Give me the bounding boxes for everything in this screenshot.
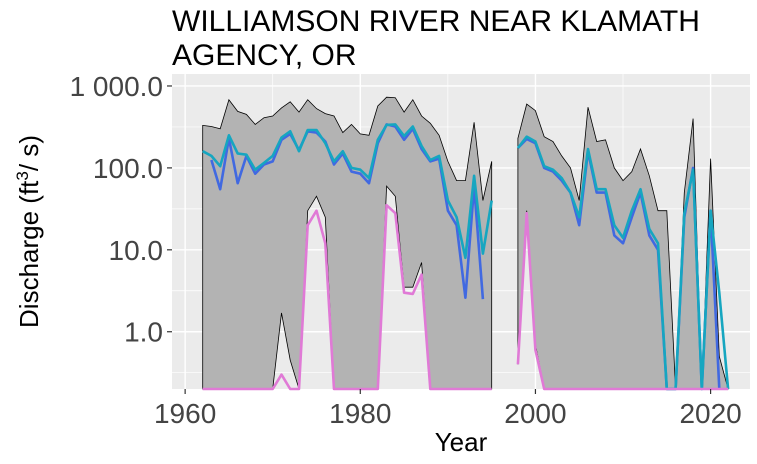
y-axis-title-units: / s): [14, 135, 44, 171]
chart-title-line-1: WILLIAMSON RIVER NEAR KLAMATH: [172, 5, 700, 38]
y-axis-title-text: Discharge (ft: [14, 180, 44, 328]
x-tick-label: 1960: [154, 398, 216, 429]
series-line-minimum: [202, 203, 492, 391]
y-tick-label: 1 000.0: [70, 71, 163, 102]
y-axis-title-superscript: 3: [13, 171, 32, 180]
x-axis-title: Year: [435, 427, 488, 457]
y-tick-label: 1.0: [124, 317, 163, 348]
axis-ticks: 1960 1980 2000 2020 1.0 10.0 100.0 1 000.0: [70, 71, 742, 429]
chart-title-line-2: AGENCY, OR: [172, 39, 357, 72]
series-line-median: [210, 123, 485, 300]
y-tick-label: 100.0: [93, 153, 163, 184]
y-axis-title: Discharge (ft3/ s): [13, 135, 44, 328]
x-tick-label: 2020: [679, 398, 741, 429]
x-tick-label: 2000: [504, 398, 566, 429]
series-line-minimum: [516, 211, 729, 391]
series-line-mean: [516, 135, 730, 391]
series-line-mean: [202, 123, 493, 260]
series-lines: [202, 123, 730, 391]
x-tick-label: 1980: [329, 398, 391, 429]
y-tick-label: 10.0: [109, 235, 164, 266]
